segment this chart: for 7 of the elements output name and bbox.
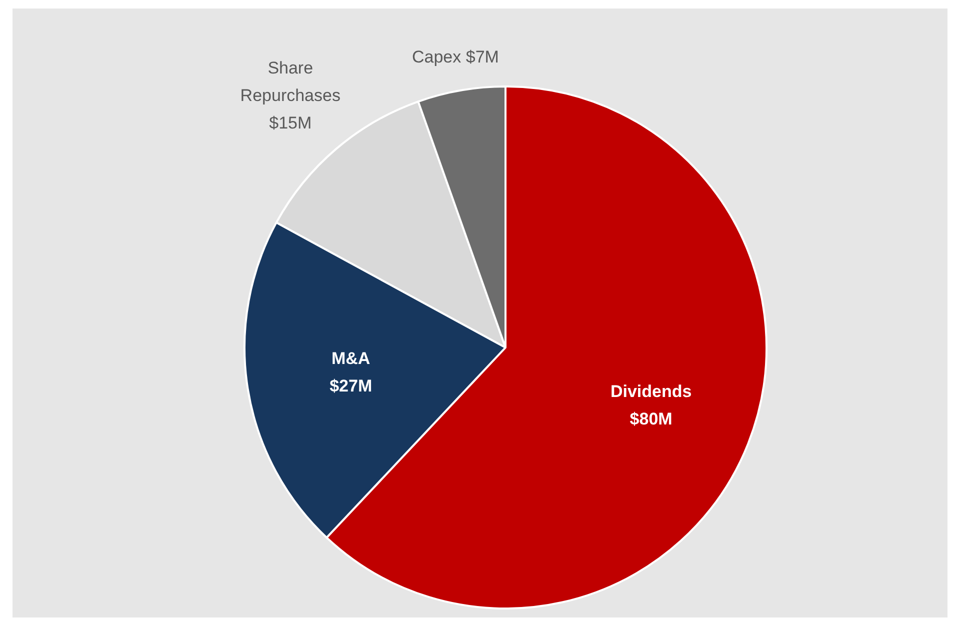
slice-label: M&A (332, 348, 370, 368)
data-label: $80M (630, 409, 672, 428)
slice-label: Share Repurchases (240, 58, 340, 105)
data-label: $27M (330, 376, 372, 396)
slice-label: Capex $7M (412, 47, 499, 66)
slice-label: Dividends (610, 382, 692, 401)
data-label: $15M (269, 113, 312, 132)
